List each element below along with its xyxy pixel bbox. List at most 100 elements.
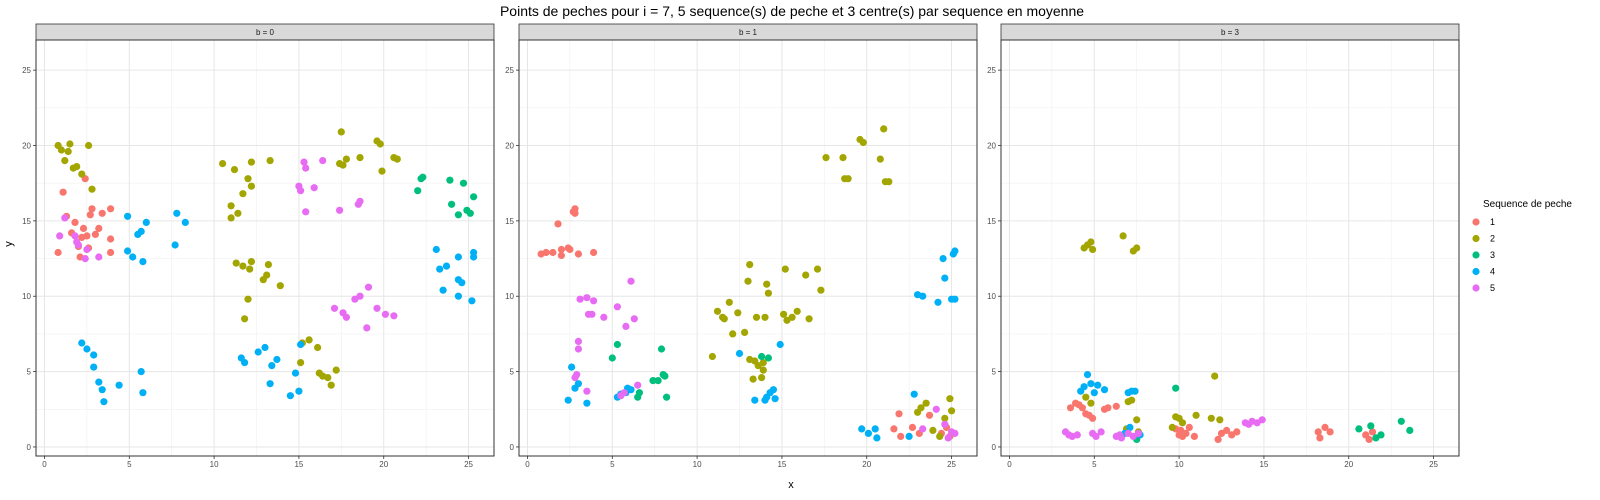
data-point	[776, 340, 784, 349]
data-point	[90, 351, 98, 359]
data-point	[1365, 435, 1373, 443]
data-point	[454, 292, 462, 300]
data-point	[95, 253, 103, 261]
data-point	[1066, 404, 1075, 412]
data-point	[66, 140, 74, 148]
data-point	[910, 390, 918, 398]
y-tick-label: 0	[992, 443, 997, 452]
data-point	[574, 337, 583, 345]
data-point	[266, 380, 274, 388]
legend: Sequence de peche 1 2 3 4 5	[1472, 199, 1572, 293]
x-tick-label: 5	[127, 460, 132, 469]
data-point	[247, 182, 255, 190]
data-point	[661, 372, 669, 380]
data-point	[744, 277, 752, 285]
data-point	[905, 432, 913, 440]
y-tick-label: 25	[505, 66, 514, 75]
data-point	[88, 185, 96, 193]
data-point	[71, 232, 79, 240]
data-point	[339, 161, 347, 169]
data-point	[944, 434, 952, 442]
x-tick-label: 0	[525, 460, 530, 469]
data-point	[759, 359, 767, 367]
data-point	[1207, 414, 1215, 422]
y-tick-label: 15	[505, 217, 514, 226]
data-point	[858, 425, 866, 433]
data-point	[1128, 396, 1136, 404]
data-point	[764, 289, 773, 297]
data-point	[327, 381, 335, 389]
data-point	[588, 310, 596, 318]
x-tick-label: 25	[464, 460, 473, 469]
data-point	[873, 434, 881, 442]
data-point	[244, 175, 252, 183]
data-point	[1083, 371, 1092, 379]
data-point	[268, 362, 276, 370]
data-point	[291, 369, 300, 377]
data-point	[310, 184, 318, 192]
y-tick-label: 10	[505, 292, 514, 301]
data-point	[276, 282, 284, 290]
data-point	[922, 399, 930, 407]
data-point	[1097, 428, 1105, 436]
data-point	[946, 395, 954, 403]
data-point	[1223, 426, 1231, 434]
legend-key	[1472, 267, 1480, 276]
data-point	[98, 209, 106, 217]
data-point	[1117, 434, 1125, 442]
data-point	[1368, 428, 1377, 436]
data-point	[107, 248, 115, 257]
data-point	[454, 211, 462, 219]
data-point	[373, 304, 381, 312]
data-point	[295, 387, 303, 395]
x-tick-label: 15	[777, 460, 786, 469]
data-point	[232, 259, 240, 267]
data-point	[442, 262, 451, 270]
data-point	[356, 154, 364, 162]
data-point	[1377, 431, 1385, 439]
data-point	[948, 407, 956, 415]
data-point	[758, 374, 766, 382]
x-tick-label: 0	[1007, 460, 1012, 469]
y-tick-label: 5	[510, 368, 515, 377]
legend-label: 5	[1490, 283, 1495, 293]
x-tick-label: 15	[1259, 460, 1268, 469]
data-point	[458, 279, 466, 287]
data-point	[302, 164, 310, 172]
data-point	[85, 141, 93, 150]
data-point	[741, 328, 749, 336]
y-tick-label: 25	[22, 66, 31, 75]
data-point	[590, 297, 598, 305]
y-tick-label: 15	[22, 217, 31, 226]
data-point	[649, 377, 657, 385]
data-point	[139, 258, 147, 266]
x-tick-label: 20	[862, 460, 871, 469]
panel-background	[36, 40, 494, 456]
data-point	[363, 324, 371, 332]
data-point	[1397, 417, 1405, 425]
data-point	[752, 313, 761, 321]
data-point	[1172, 384, 1180, 392]
data-point	[336, 206, 344, 214]
data-point	[273, 355, 281, 364]
data-point	[1133, 244, 1141, 252]
data-point	[1321, 423, 1329, 431]
data-point	[79, 224, 88, 232]
data-point	[925, 411, 934, 419]
data-point	[566, 245, 574, 254]
data-point	[241, 315, 249, 323]
data-point	[439, 286, 447, 294]
data-point	[817, 286, 825, 294]
data-point	[314, 343, 322, 352]
data-point	[951, 247, 959, 255]
data-point	[908, 423, 917, 431]
data-point	[802, 271, 810, 279]
data-point	[364, 283, 373, 291]
data-point	[137, 368, 145, 376]
data-point	[261, 343, 269, 352]
data-point	[239, 190, 247, 198]
data-point	[780, 310, 788, 318]
data-point	[1216, 416, 1224, 424]
data-point	[781, 265, 789, 273]
data-point	[302, 208, 310, 216]
